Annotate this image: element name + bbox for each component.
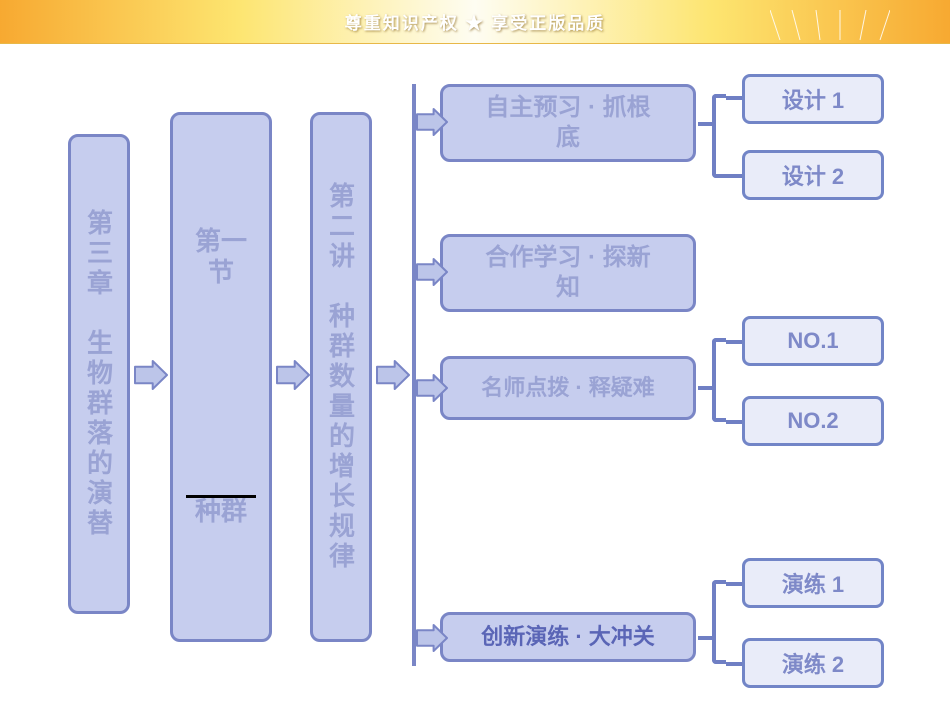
header-title: 尊重知识产权 ★ 享受正版品质 (345, 9, 605, 34)
bracket-1 (712, 338, 726, 422)
arrow-a4 (416, 108, 448, 136)
mid-node-m2: 合作学习 · 探新知 (440, 234, 696, 312)
node-section: 第一节 种群 (170, 112, 272, 642)
right-node-r6: 演练 2 (742, 638, 884, 688)
right-node-r4: NO.2 (742, 396, 884, 446)
connector-right-3 (726, 420, 742, 424)
arrow-a2 (276, 360, 310, 390)
mid-node-m3: 名师点拨 · 释疑难 (440, 356, 696, 420)
node-section-label-top: 第一节 (195, 226, 247, 288)
arrow-a5 (416, 258, 448, 286)
bracket-stem-2 (698, 636, 712, 640)
node-lesson: 第二讲 种群数量的增长规律 (310, 112, 372, 642)
bracket-stem-0 (698, 122, 712, 126)
bracket-stem-1 (698, 386, 712, 390)
connector-right-2 (726, 340, 742, 344)
section-underline (186, 495, 256, 498)
right-node-r2: 设计 2 (742, 150, 884, 200)
right-node-r5: 演练 1 (742, 558, 884, 608)
connector-right-0 (726, 96, 742, 100)
node-lesson-label: 第二讲 种群数量的增长规律 (323, 182, 360, 572)
right-node-r3: NO.1 (742, 316, 884, 366)
node-chapter-label: 第三章 生物群落的演替 (81, 209, 118, 539)
connector-right-5 (726, 662, 742, 666)
mid-node-m1: 自主预习 · 抓根底 (440, 84, 696, 162)
connector-right-4 (726, 582, 742, 586)
connector-right-1 (726, 174, 742, 178)
flowchart-diagram: 第三章 生物群落的演替 第一节 种群 第二讲 种群数量的增长规律 自主预习 · … (0, 44, 950, 713)
node-chapter: 第三章 生物群落的演替 (68, 134, 130, 614)
arrow-a6 (416, 374, 448, 402)
arrow-a1 (134, 360, 168, 390)
arrow-a3 (376, 360, 410, 390)
bracket-0 (712, 94, 726, 178)
sunray-decoration (770, 10, 890, 44)
mid-node-m4: 创新演练 · 大冲关 (440, 612, 696, 662)
bracket-2 (712, 580, 726, 664)
right-node-r1: 设计 1 (742, 74, 884, 124)
arrow-a7 (416, 624, 448, 652)
page-header: 尊重知识产权 ★ 享受正版品质 (0, 0, 950, 44)
